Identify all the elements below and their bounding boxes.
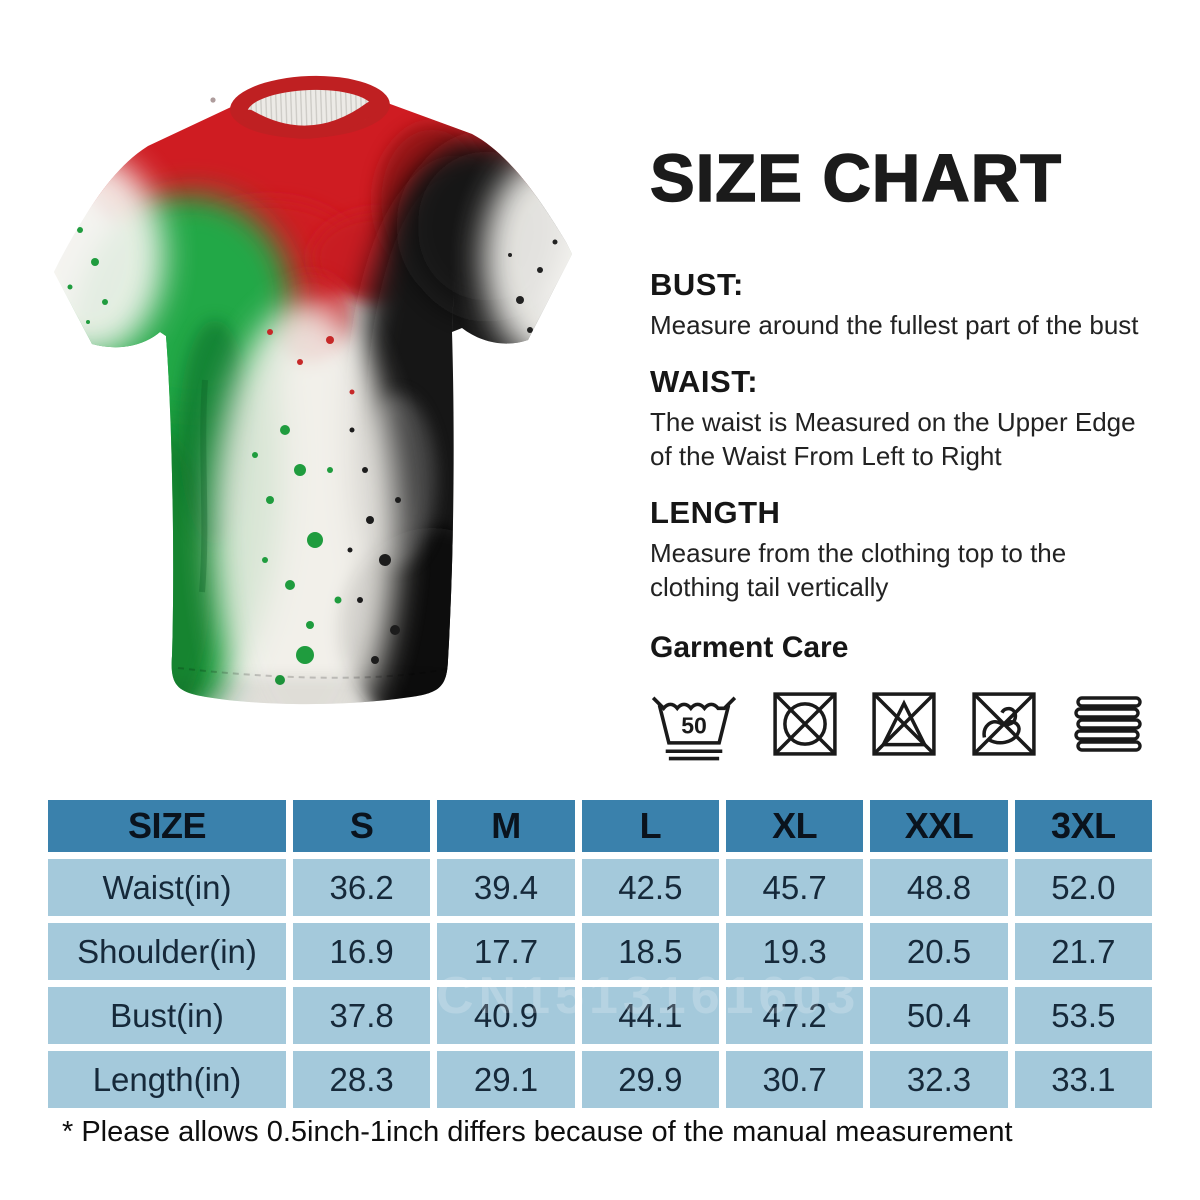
waist-section: WAIST: The waist is Measured on the Uppe… [650,364,1158,474]
length-value-l: 29.9 [581,1051,719,1108]
column-header-s: S [293,800,431,852]
shoulder-value-3xl: 21.7 [1014,923,1152,980]
column-header-xxl: XXL [870,800,1008,852]
waist-value-xl: 45.7 [725,859,864,916]
machine-wash-50-icon: 50 [651,696,737,761]
shoulder-value-xl: 19.3 [725,923,864,980]
length-description: Measure from the clothing top to the clo… [650,537,1067,603]
size-table: SIZE S M L XL XXL 3XL Waist(in) 36.2 39.… [48,800,1152,1108]
shoulder-value-l: 18.5 [581,923,719,980]
bust-heading: BUST: [650,267,744,302]
column-header-m: M [437,800,575,852]
length-value-xxl: 32.3 [870,1051,1008,1108]
collar [230,75,390,139]
dry-flat-icon [1074,696,1142,752]
do-not-bleach-icon [872,692,936,756]
length-section: LENGTH Measure from the clothing top to … [650,495,1158,605]
measurement-disclaimer: * Please allows 0.5inch-1inch differs be… [62,1116,1013,1148]
shoulder-value-xxl: 20.5 [870,923,1008,980]
do-not-wring-icon [971,692,1036,756]
waist-value-xxl: 48.8 [870,859,1008,916]
row-label-waist: Waist(in) [48,859,286,916]
column-header-l: L [581,800,719,852]
tshirt-illustration [54,75,572,705]
bust-section: BUST: Measure around the fullest part of… [650,267,1158,343]
bust-value-m: 40.9 [437,987,575,1044]
bust-value-xxl: 50.4 [870,987,1008,1044]
bust-value-xl: 47.2 [725,987,864,1044]
bust-description: Measure around the fullest part of the b… [650,310,1139,340]
bust-value-s: 37.8 [293,987,431,1044]
length-value-s: 28.3 [293,1051,431,1108]
row-label-bust: Bust(in) [48,987,286,1044]
bust-value-3xl: 53.5 [1014,987,1152,1044]
svg-text:50: 50 [681,712,707,738]
waist-value-3xl: 52.0 [1014,859,1152,916]
bust-value-l: 44.1 [581,987,719,1044]
row-label-shoulder: Shoulder(in) [48,923,286,980]
waist-value-m: 39.4 [437,859,575,916]
waist-value-l: 42.5 [581,859,719,916]
size-chart-panel: SIZE CHART BUST: Measure around the full… [649,140,1158,767]
length-heading: LENGTH [650,494,781,530]
page-title: SIZE CHART [649,140,1062,217]
row-label-length: Length(in) [48,1051,286,1108]
column-header-size: SIZE [48,800,286,852]
length-value-3xl: 33.1 [1014,1051,1152,1108]
garment-care-icons: 50 [650,681,1146,767]
do-not-tumble-dry-icon [772,692,837,756]
shoulder-value-m: 17.7 [437,923,575,980]
garment-care-heading: Garment Care [650,630,849,664]
product-photo [0,0,620,760]
column-header-xl: XL [725,800,864,852]
waist-heading: WAIST: [650,363,759,399]
waist-value-s: 36.2 [293,859,431,916]
waist-description: The waist is Measured on the Upper Edge … [650,406,1136,472]
length-value-m: 29.1 [437,1051,575,1108]
shoulder-value-s: 16.9 [293,923,431,980]
length-value-xl: 30.7 [725,1051,864,1108]
column-header-3xl: 3XL [1014,800,1152,852]
